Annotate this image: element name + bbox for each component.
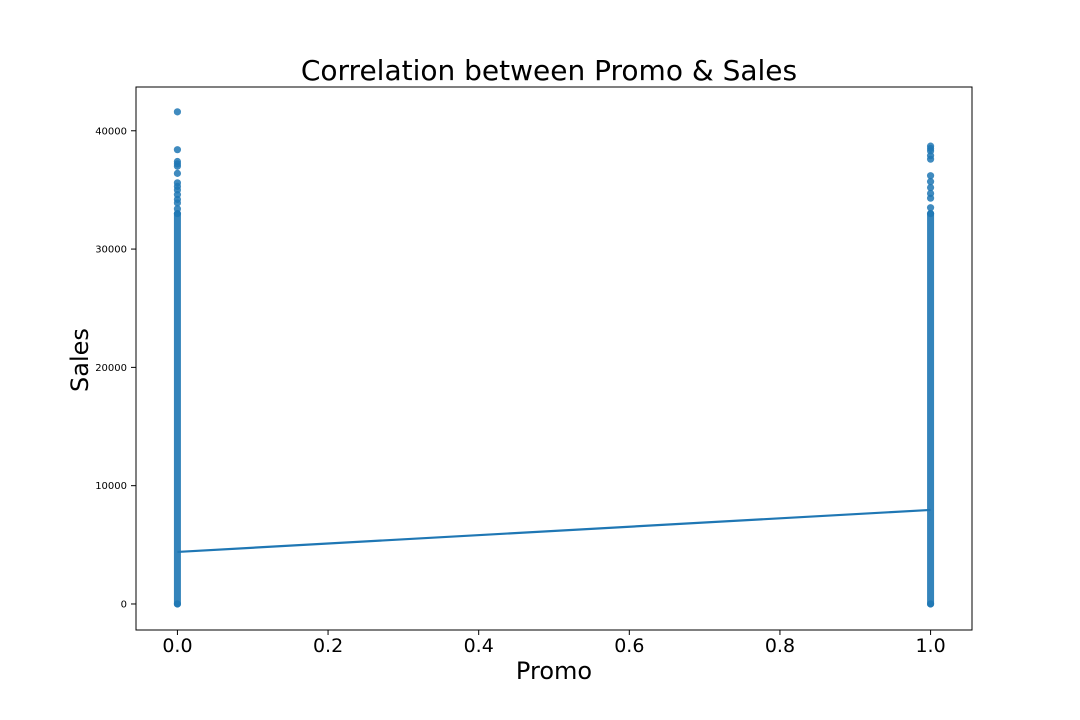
data-point	[173, 205, 182, 213]
data-point	[173, 600, 182, 608]
x-axis: 0.0 0.2 0.4 0.6 0.8 1.0	[162, 630, 946, 657]
y-tick-label: 0	[121, 599, 127, 610]
data-point	[926, 183, 935, 192]
data-point	[173, 146, 182, 154]
chart-title: Correlation between Promo & Sales	[301, 54, 797, 87]
x-tick-label: 0.2	[313, 635, 343, 657]
data-point	[926, 178, 935, 186]
regression-line	[177, 508, 931, 554]
y-tick-label: 30000	[95, 245, 127, 256]
x-tick-label: 0.4	[464, 635, 494, 657]
data-point	[926, 204, 935, 212]
y-tick-label: 40000	[95, 126, 127, 137]
data-point	[926, 600, 935, 608]
data-point	[173, 179, 182, 187]
data-point	[926, 172, 935, 180]
scatter-points	[173, 108, 935, 608]
data-point	[926, 189, 935, 198]
x-tick-label: 1.0	[915, 635, 945, 657]
data-point	[173, 169, 182, 177]
plot-area	[135, 86, 973, 631]
y-axis-label: Sales	[66, 328, 94, 392]
data-point	[926, 142, 935, 150]
y-tick-label: 20000	[95, 363, 127, 374]
y-tick-label: 10000	[95, 481, 127, 492]
x-tick-label: 0.0	[162, 635, 192, 657]
data-point	[173, 108, 182, 116]
y-axis: 0 10000 20000 30000 40000	[95, 126, 136, 610]
data-point	[926, 209, 935, 218]
x-tick-label: 0.8	[765, 635, 795, 657]
x-tick-label: 0.6	[614, 635, 644, 657]
regression-line-group	[177, 508, 931, 554]
data-point	[173, 157, 182, 166]
x-axis-label: Promo	[516, 657, 592, 685]
